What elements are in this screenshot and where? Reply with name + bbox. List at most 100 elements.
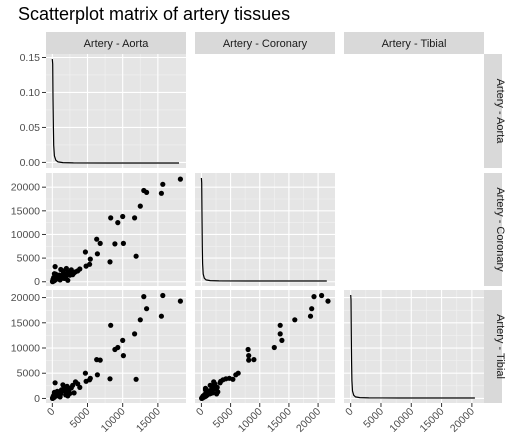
data-point [120, 337, 126, 343]
data-point [67, 272, 73, 278]
data-point [71, 390, 77, 396]
data-point [60, 268, 66, 274]
data-point [94, 372, 100, 378]
strip-top-label-coronary: Artery - Coronary [223, 38, 308, 50]
density-curve-aorta [51, 58, 179, 164]
x-tick-label: 5000 [361, 406, 386, 431]
data-point [87, 261, 93, 267]
data-point [132, 331, 138, 337]
data-point [107, 259, 113, 265]
data-point [108, 322, 114, 328]
data-point [52, 264, 58, 270]
data-point [115, 220, 121, 226]
x-tick-label: 5000 [211, 406, 236, 431]
data-point [277, 322, 283, 328]
x-tick-label: 10000 [387, 406, 416, 435]
data-point [87, 256, 93, 262]
data-point [311, 294, 317, 300]
x-tick-label: 0 [194, 406, 207, 419]
data-point [160, 181, 166, 187]
data-point [120, 240, 126, 246]
x-tick-label: 15000 [418, 406, 447, 435]
y-tick-label: 0.15 [20, 52, 41, 64]
data-point [177, 176, 183, 182]
data-point [137, 203, 143, 209]
x-tick-label: 10000 [236, 406, 265, 435]
strip-right-label-tibial: Artery - Tibial [494, 314, 506, 379]
data-point [77, 384, 83, 390]
strip-top-coronary [195, 32, 335, 54]
data-point [319, 292, 325, 299]
y-tick-label: 15000 [11, 317, 40, 329]
strip-top-label-aorta: Artery - Aorta [84, 38, 150, 50]
data-point [82, 249, 88, 255]
strip-right-aorta [484, 54, 502, 168]
data-point [202, 385, 209, 391]
data-point [94, 251, 100, 257]
strip-right-coronary [484, 173, 502, 286]
data-point [97, 357, 103, 363]
data-point [77, 266, 83, 272]
data-point [71, 270, 77, 276]
strip-right-label-aorta: Artery - Aorta [494, 79, 506, 145]
data-point [57, 277, 63, 283]
data-point [215, 389, 221, 395]
data-point [94, 236, 100, 242]
strip-top-tibial [344, 32, 484, 54]
data-point [207, 382, 213, 388]
data-point [97, 240, 103, 246]
data-point [309, 306, 315, 312]
x-tick-label: 15000 [134, 406, 163, 435]
x-tick-label: 0 [45, 406, 58, 419]
data-point [52, 380, 58, 386]
y-tick-label: 10000 [11, 343, 40, 355]
strip-top-aorta [46, 32, 186, 54]
data-point [112, 241, 118, 247]
y-tick-label: 0 [34, 276, 40, 288]
y-tick-label: 0.10 [20, 87, 41, 99]
data-point [245, 346, 251, 353]
data-point [65, 277, 71, 283]
data-point [212, 382, 218, 388]
data-point [246, 353, 252, 359]
panel-coronary-coronary [195, 173, 335, 286]
data-point [112, 346, 118, 353]
chart-title: Scatterplot matrix of artery tissues [18, 4, 291, 24]
data-point [307, 313, 314, 319]
strip-right-label-coronary: Artery - Coronary [494, 187, 506, 272]
data-point [120, 353, 126, 359]
data-point [50, 395, 56, 401]
data-point [107, 376, 113, 382]
y-tick-label: 20000 [11, 292, 40, 304]
data-point [271, 344, 277, 351]
y-tick-label: 0 [34, 393, 40, 405]
data-point [120, 213, 126, 220]
strip-top-label-tibial: Artery - Tibial [382, 38, 447, 50]
data-point [141, 294, 147, 300]
x-tick-label: 10000 [99, 406, 128, 435]
x-tick-label: 5000 [68, 406, 93, 431]
data-point [200, 393, 206, 399]
data-point [246, 357, 252, 363]
data-point [82, 370, 88, 376]
data-point [292, 317, 298, 323]
data-point [158, 190, 164, 196]
y-tick-label: 5000 [17, 368, 41, 380]
data-point [251, 357, 257, 363]
data-point [158, 313, 164, 319]
data-point [133, 376, 139, 382]
data-point [325, 298, 331, 304]
data-point [160, 292, 166, 299]
y-tick-label: 15000 [11, 205, 40, 217]
x-tick-label: 20000 [294, 406, 323, 435]
data-point [50, 278, 56, 284]
y-tick-label: 10000 [11, 229, 40, 241]
data-point [108, 215, 114, 221]
data-point [177, 298, 183, 304]
data-point [144, 306, 150, 312]
y-tick-label: 20000 [11, 182, 40, 194]
strip-right-tibial [484, 290, 502, 403]
y-tick-label: 0.00 [20, 157, 41, 169]
data-point [279, 337, 285, 343]
panel-aorta-aorta [46, 54, 186, 168]
